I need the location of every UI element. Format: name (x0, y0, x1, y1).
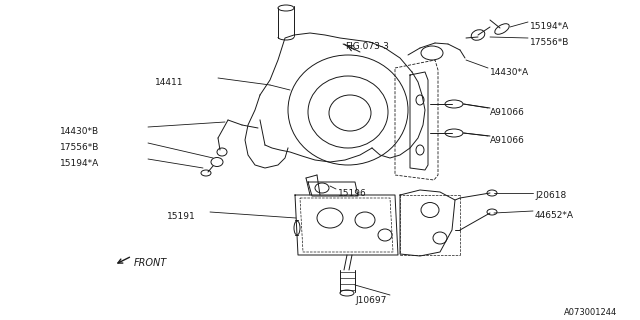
Text: 14430*A: 14430*A (490, 68, 529, 77)
Text: 15191: 15191 (167, 212, 196, 221)
Ellipse shape (211, 157, 223, 166)
Text: A91066: A91066 (490, 136, 525, 145)
Ellipse shape (445, 129, 463, 137)
Ellipse shape (471, 30, 484, 40)
Text: 44652*A: 44652*A (535, 211, 574, 220)
Text: 15194*A: 15194*A (530, 22, 569, 31)
Ellipse shape (495, 24, 509, 34)
Text: J20618: J20618 (535, 191, 566, 200)
Text: A073001244: A073001244 (564, 308, 617, 317)
Text: FIG.073-3: FIG.073-3 (345, 42, 389, 51)
Ellipse shape (487, 190, 497, 196)
Text: FRONT: FRONT (134, 258, 167, 268)
Text: 14411: 14411 (155, 78, 184, 87)
Text: A91066: A91066 (490, 108, 525, 117)
Ellipse shape (445, 100, 463, 108)
Ellipse shape (487, 209, 497, 215)
Text: 17556*B: 17556*B (530, 38, 570, 47)
Ellipse shape (340, 290, 354, 296)
Text: 17556*B: 17556*B (60, 143, 99, 152)
Text: 14430*B: 14430*B (60, 127, 99, 136)
Text: 15196: 15196 (338, 189, 367, 198)
Text: J10697: J10697 (355, 296, 387, 305)
Text: 15194*A: 15194*A (60, 159, 99, 168)
